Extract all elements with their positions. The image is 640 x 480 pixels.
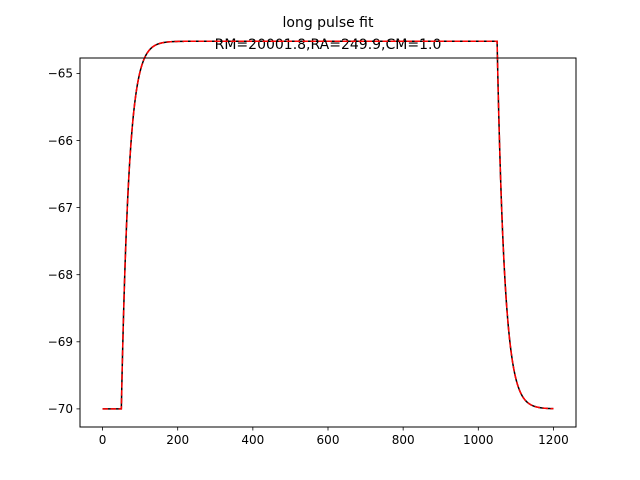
- y-tick-label: −68: [48, 268, 73, 282]
- axis-ticks: 0 200 400 600 800 1000 1200 −70 −69 −68 −67 −66 −65: [48, 67, 569, 447]
- x-tick-label: 200: [166, 433, 189, 447]
- y-tick-label: −69: [48, 335, 73, 349]
- y-tick-label: −66: [48, 134, 73, 148]
- y-tick-label: −65: [48, 67, 73, 81]
- x-tick-label: 1000: [463, 433, 494, 447]
- y-tick-label: −70: [48, 402, 73, 416]
- series-line-fit: [102, 40, 554, 410]
- chart-title: long pulse fit: [283, 15, 374, 31]
- plot-area: [102, 40, 554, 410]
- x-tick-label: 0: [99, 433, 107, 447]
- x-tick-label: 1200: [538, 433, 569, 447]
- x-tick-label: 400: [241, 433, 264, 447]
- x-tick-label: 600: [317, 433, 340, 447]
- chart-subtitle: RM=20001.8,RA=249.9,CM=1.0: [215, 37, 442, 53]
- x-tick-label: 800: [392, 433, 415, 447]
- y-tick-label: −67: [48, 201, 73, 215]
